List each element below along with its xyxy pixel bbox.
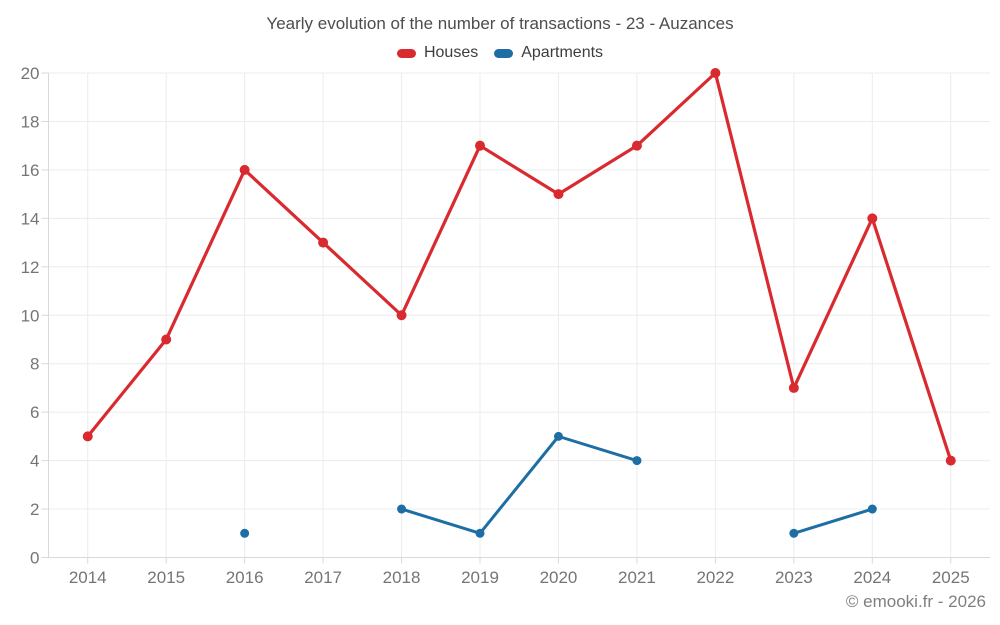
- legend-item-apartments[interactable]: Apartments: [494, 44, 603, 62]
- svg-text:0: 0: [30, 549, 39, 568]
- houses-series-label: Houses: [423, 44, 479, 61]
- svg-text:2024: 2024: [853, 568, 891, 587]
- svg-text:2021: 2021: [618, 568, 656, 587]
- svg-text:2014: 2014: [69, 568, 107, 587]
- legend-item-houses[interactable]: Houses: [396, 44, 479, 62]
- apartments-series-label: Apartments: [521, 44, 604, 61]
- svg-text:20: 20: [21, 64, 40, 83]
- svg-text:18: 18: [21, 112, 40, 131]
- svg-text:10: 10: [21, 306, 40, 325]
- svg-text:2025: 2025: [932, 568, 970, 587]
- svg-text:2015: 2015: [147, 568, 185, 587]
- svg-text:2016: 2016: [226, 568, 264, 587]
- svg-text:2022: 2022: [696, 568, 734, 587]
- svg-text:2018: 2018: [383, 568, 421, 587]
- svg-text:2017: 2017: [304, 568, 342, 587]
- svg-text:2020: 2020: [540, 568, 578, 587]
- copyright-text: © emooki.fr - 2026: [845, 592, 986, 611]
- svg-text:12: 12: [21, 258, 40, 277]
- svg-text:4: 4: [30, 452, 39, 471]
- svg-text:8: 8: [30, 355, 39, 374]
- houses-series-swatch: [396, 48, 416, 58]
- svg-text:2: 2: [30, 500, 39, 519]
- chart-title: Yearly evolution of the number of transa…: [266, 14, 734, 33]
- chart-legend: Houses Apartments: [0, 44, 1000, 62]
- svg-text:2019: 2019: [461, 568, 499, 587]
- svg-text:14: 14: [21, 209, 40, 228]
- svg-text:2023: 2023: [775, 568, 813, 587]
- apartments-series-swatch: [494, 48, 514, 58]
- svg-text:16: 16: [21, 161, 40, 180]
- svg-text:6: 6: [30, 403, 39, 422]
